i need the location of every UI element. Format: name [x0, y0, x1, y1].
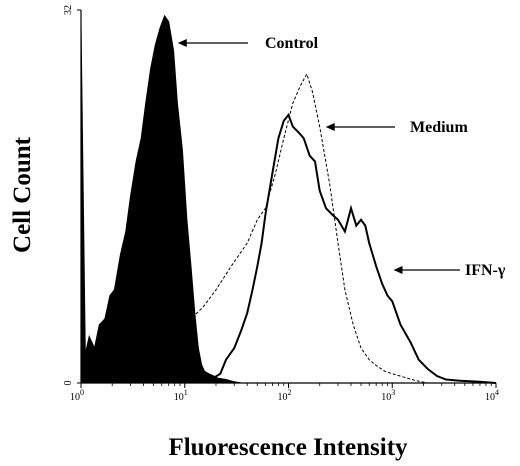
series-medium-line — [80, 72, 428, 384]
y-axis-label: Cell Count — [9, 136, 36, 253]
series-control-area — [80, 14, 242, 384]
annotation-arrowhead-control — [177, 39, 187, 47]
x-tick-label: 103 — [381, 388, 395, 403]
x-tick-label: 102 — [278, 388, 292, 403]
x-tick-label: 101 — [174, 388, 188, 403]
annotation-label-medium: Medium — [410, 119, 468, 136]
annotation-arrowhead-ifn — [393, 266, 403, 274]
y-tick-label: 32 — [63, 5, 74, 15]
ticks-layer: 100 101 102 103 104 0 32 — [63, 5, 499, 403]
annotation-label-ifn: IFN-γ — [465, 262, 506, 279]
annotation-layer: Control Medium IFN-γ — [177, 35, 506, 279]
x-tick-label: 100 — [70, 388, 84, 403]
annotation-label-control: Control — [265, 35, 319, 52]
annotation-arrowhead-medium — [325, 123, 335, 131]
y-tick-label: 0 — [63, 381, 74, 386]
x-tick-label: 104 — [485, 388, 499, 403]
series-layer — [80, 14, 497, 384]
x-axis-label: Fluorescence Intensity — [168, 434, 408, 461]
series-ifn-line — [210, 112, 497, 384]
